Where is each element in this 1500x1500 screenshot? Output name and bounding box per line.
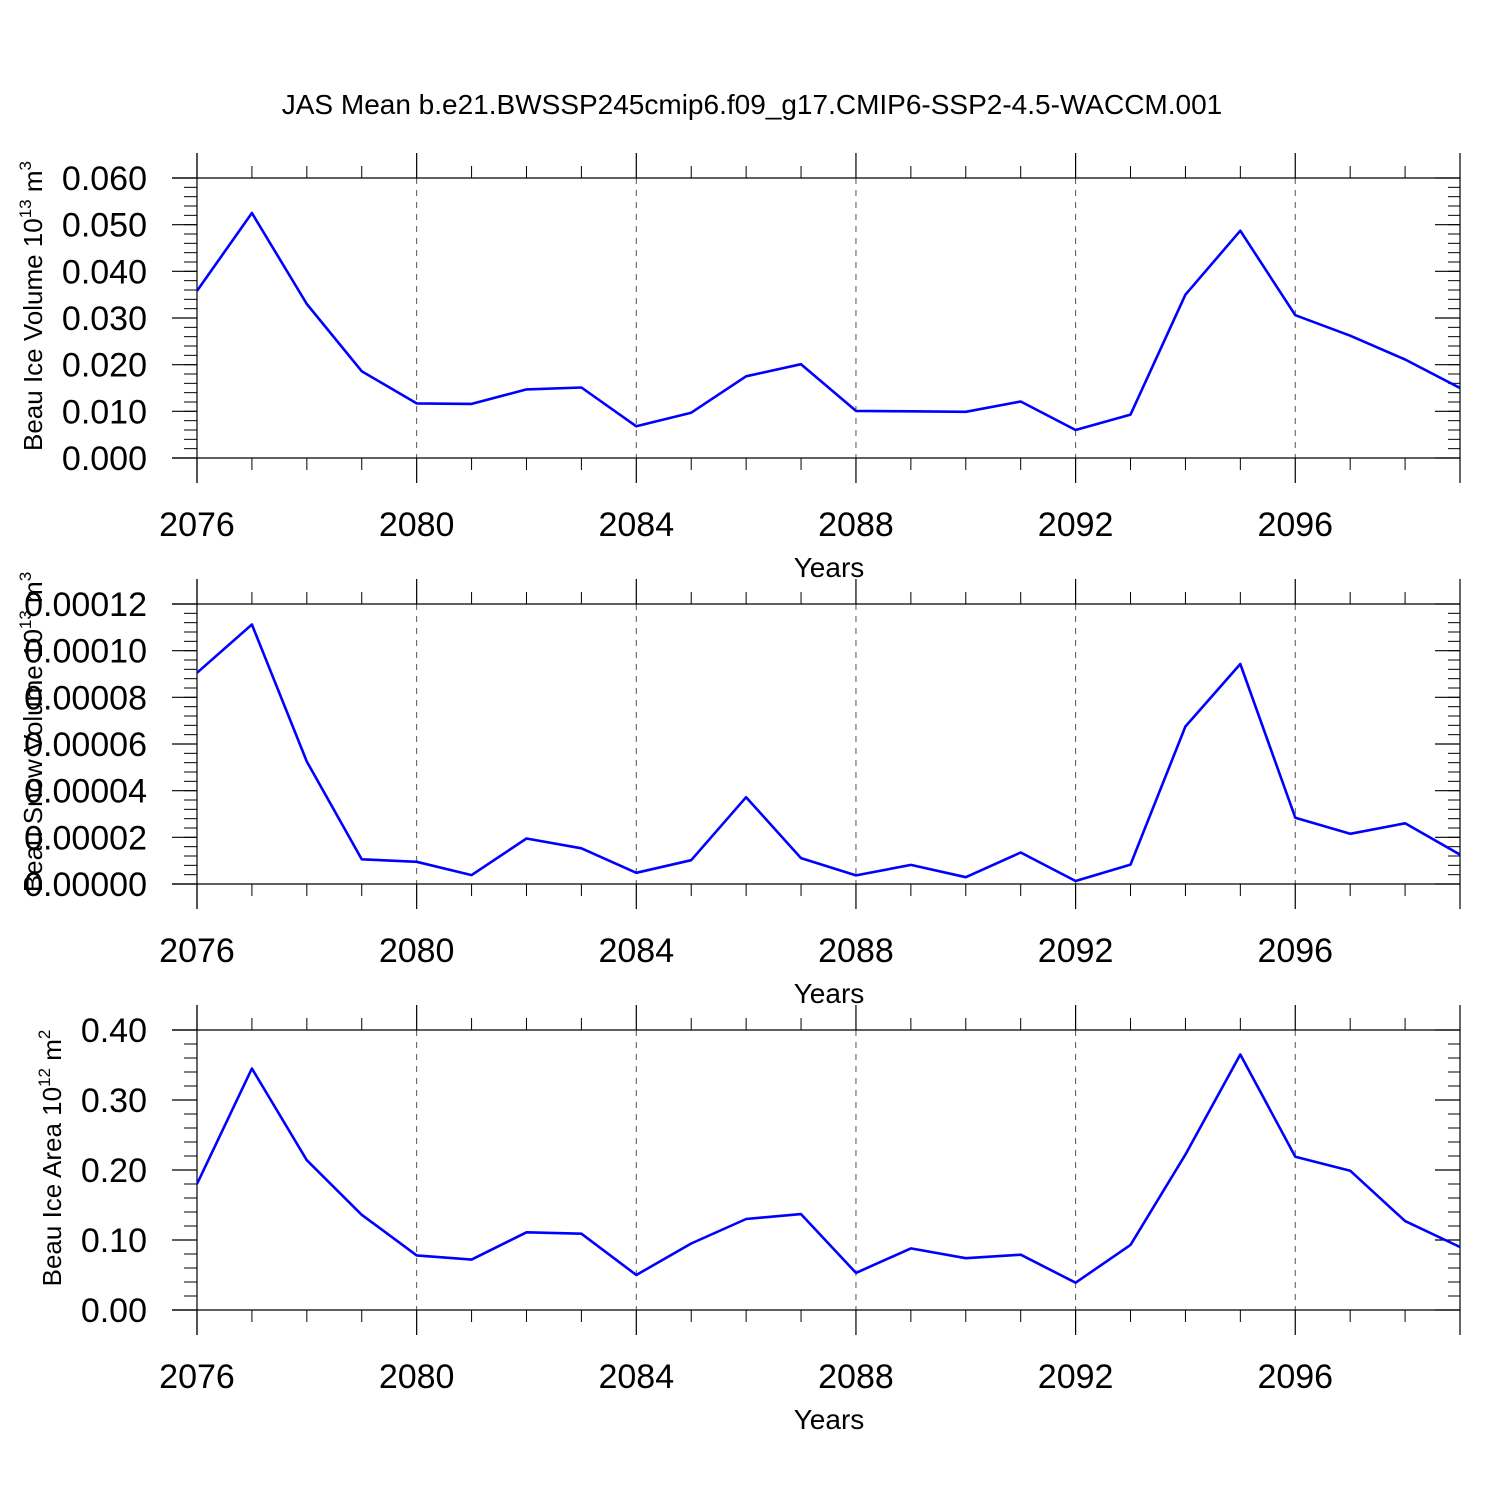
y-tick-label: 0.00012 bbox=[24, 586, 147, 624]
y-tick-label: 0.030 bbox=[62, 300, 147, 338]
chart-panel-2: 0.00000 0.00002 0.00004 0.00006 0.00008 0.000… bbox=[16, 572, 1461, 1009]
chart-title: JAS Mean b.e21.BWSSP245cmip6.f09_g17.CMI… bbox=[282, 89, 1223, 120]
x-tick-label: 2088 bbox=[818, 932, 894, 970]
x-tick-label: 2096 bbox=[1257, 506, 1333, 544]
y-tick-label: 0.30 bbox=[81, 1082, 147, 1120]
x-tick-label: 2092 bbox=[1038, 506, 1114, 544]
series-line bbox=[197, 1053, 1460, 1284]
x-tick-label: 2084 bbox=[598, 932, 674, 970]
panels: 0.000 0.010 0.020 0.030 0.040 0.050 0.060 2076 2… bbox=[16, 153, 1461, 1435]
y-tick-label: 0.00006 bbox=[24, 726, 147, 764]
x-tick-label: 2092 bbox=[1038, 1358, 1114, 1396]
x-tick-label: 2080 bbox=[379, 506, 455, 544]
y-axis-label: Beau Snow Volume 1013 m3 bbox=[16, 572, 48, 892]
x-axis-label: Years bbox=[794, 1404, 865, 1435]
x-tick-label: 2076 bbox=[159, 932, 235, 970]
y-axis-label: Beau Ice Area 1012 m2 bbox=[35, 1030, 67, 1287]
y-tick-label: 0.00008 bbox=[24, 679, 147, 717]
chart-panel-3: 0.00 0.10 0.20 0.30 0.40 2076 2080 2084 2088 2092… bbox=[35, 1005, 1461, 1435]
x-tick-label: 2092 bbox=[1038, 932, 1114, 970]
x-axis-label: Years bbox=[794, 552, 865, 583]
y-tick-label: 0.000 bbox=[62, 440, 147, 478]
y-axis-label: Beau Ice Volume 1013 m3 bbox=[16, 161, 48, 451]
y-tick-label: 0.00004 bbox=[24, 773, 147, 811]
y-tick-label: 0.00002 bbox=[24, 819, 147, 857]
x-tick-label: 2088 bbox=[818, 506, 894, 544]
y-tick-label: 0.020 bbox=[62, 347, 147, 385]
y-tick-label: 0.010 bbox=[62, 393, 147, 431]
y-tick-label: 0.20 bbox=[81, 1152, 147, 1190]
y-tick-label: 0.050 bbox=[62, 207, 147, 245]
y-tick-label: 0.10 bbox=[81, 1222, 147, 1260]
x-tick-label: 2084 bbox=[598, 506, 674, 544]
x-tick-label: 2080 bbox=[379, 932, 455, 970]
x-tick-label: 2088 bbox=[818, 1358, 894, 1396]
series-line bbox=[197, 623, 1460, 883]
series-line bbox=[197, 211, 1460, 432]
y-tick-label: 0.00010 bbox=[24, 633, 147, 671]
y-tick-label: 0.40 bbox=[81, 1012, 147, 1050]
x-tick-label: 2096 bbox=[1257, 1358, 1333, 1396]
y-tick-label: 0.060 bbox=[62, 160, 147, 198]
x-tick-label: 2096 bbox=[1257, 932, 1333, 970]
x-tick-label: 2076 bbox=[159, 1358, 235, 1396]
y-tick-label: 0.00000 bbox=[24, 866, 147, 904]
chart-panel-1: 0.000 0.010 0.020 0.030 0.040 0.050 0.060 2076 2… bbox=[16, 153, 1461, 583]
y-tick-label: 0.040 bbox=[62, 253, 147, 291]
x-tick-label: 2084 bbox=[598, 1358, 674, 1396]
y-tick-label: 0.00 bbox=[81, 1292, 147, 1330]
x-axis-label: Years bbox=[794, 978, 865, 1009]
x-tick-label: 2076 bbox=[159, 506, 235, 544]
x-tick-label: 2080 bbox=[379, 1358, 455, 1396]
